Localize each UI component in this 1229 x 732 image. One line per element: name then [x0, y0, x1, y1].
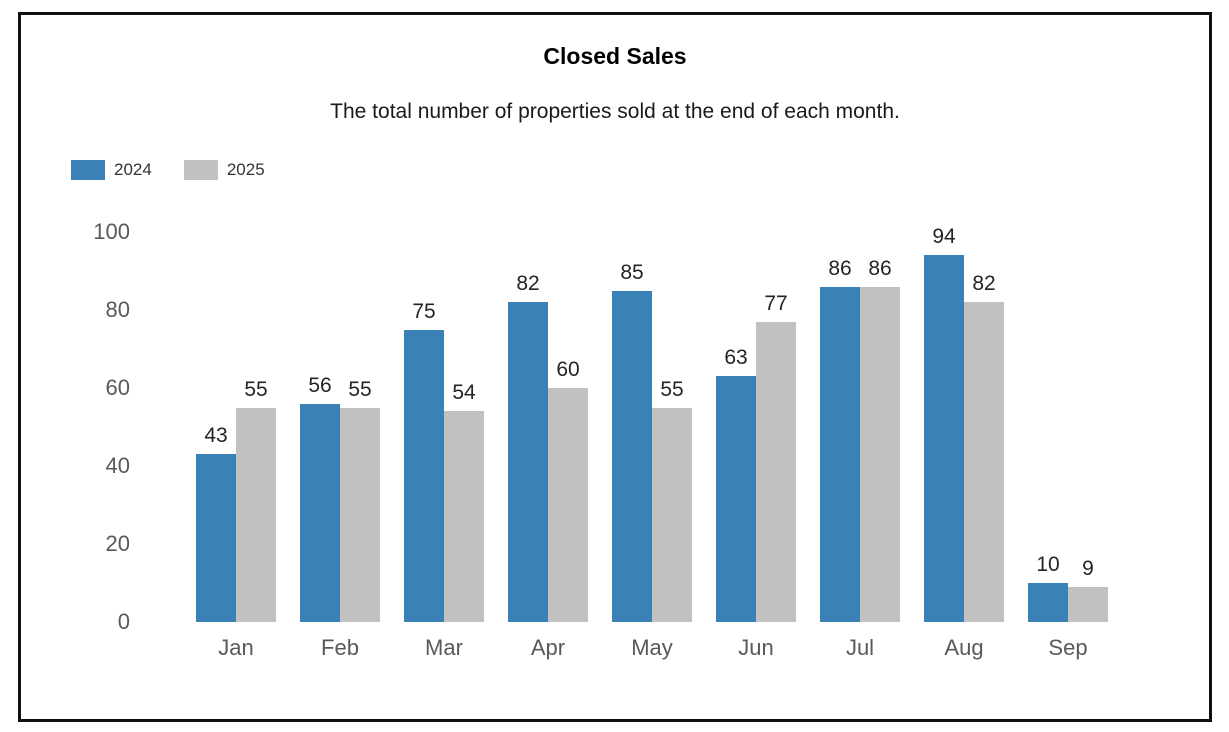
bar-value-2025-sep: 9: [1082, 556, 1094, 580]
legend-label-2024: 2024: [114, 160, 152, 179]
bar-group-mar: 75 54: [392, 300, 496, 622]
bar-2025-mar[interactable]: 54: [444, 381, 484, 622]
bar-value-2025-jan: 55: [244, 377, 268, 401]
x-tick-jun: Jun: [738, 635, 774, 660]
bar-value-2025-may: 55: [660, 377, 684, 401]
bar-2024-feb[interactable]: 56: [300, 374, 340, 622]
y-tick-20: 20: [105, 531, 130, 556]
y-tick-80: 80: [105, 297, 130, 322]
bar-2025-may[interactable]: 55: [652, 378, 692, 622]
x-tick-feb: Feb: [321, 635, 359, 660]
legend: 2024 2025: [71, 160, 1209, 180]
bar-value-2024-aug: 94: [932, 225, 956, 249]
bar-value-2024-mar: 75: [412, 299, 436, 323]
bar-value-2025-apr: 60: [556, 358, 580, 381]
bar-2024-mar[interactable]: 75: [404, 300, 444, 622]
chart-title: Closed Sales: [543, 43, 687, 69]
bar-2025-apr[interactable]: 60: [548, 358, 588, 622]
bar-2024-may[interactable]: 85: [612, 261, 652, 622]
bar-value-2024-sep: 10: [1036, 553, 1060, 576]
bar-value-2024-jul: 86: [828, 256, 852, 280]
bar-group-sep: 10 9: [1016, 553, 1120, 622]
bar-2025-jun[interactable]: 77: [756, 292, 796, 622]
x-tick-apr: Apr: [530, 635, 566, 660]
y-tick-100: 100: [93, 219, 130, 244]
bar-2024-sep[interactable]: 10: [1028, 553, 1068, 622]
bar-group-jul: 86 86: [808, 257, 912, 622]
bar-value-2024-jun: 63: [724, 346, 748, 370]
y-tick-40: 40: [105, 453, 130, 478]
bar-2024-aug[interactable]: 94: [924, 225, 964, 622]
bar-group-feb: 56 55: [288, 374, 392, 622]
x-axis: Jan Feb Mar Apr May Jun Jul Aug Sep: [184, 635, 1209, 661]
bar-value-2024-jan: 43: [204, 424, 228, 448]
bar-2024-apr[interactable]: 82: [508, 272, 548, 622]
bar-value-2025-jun: 77: [764, 291, 788, 315]
bar-2025-aug[interactable]: 82: [964, 272, 1004, 622]
bar-2025-jul[interactable]: 86: [860, 257, 900, 622]
bar-group-jan: 43 55: [184, 378, 288, 622]
bar-value-2025-aug: 82: [972, 272, 996, 296]
x-tick-jan: Jan: [218, 635, 254, 660]
legend-swatch-2025: [183, 160, 218, 180]
bar-value-2024-feb: 56: [308, 373, 332, 397]
y-axis: 0 20 40 60 80 100: [21, 219, 184, 634]
bar-value-2025-jul: 86: [868, 256, 892, 280]
bar-group-may: 85 55: [600, 261, 704, 622]
bar-group-jun: 63 77: [704, 292, 808, 622]
chart-subtitle: The total number of properties sold at t…: [330, 100, 900, 123]
legend-item-2024[interactable]: 2024: [71, 160, 152, 180]
bar-2025-sep[interactable]: 9: [1068, 557, 1108, 622]
bar-value-2024-apr: 82: [516, 272, 540, 296]
bar-value-2024-may: 85: [620, 260, 644, 284]
bar-2025-feb[interactable]: 55: [340, 378, 380, 622]
bar-value-2025-feb: 55: [348, 377, 372, 401]
bar-2025-jan[interactable]: 55: [236, 378, 276, 622]
x-tick-mar: Mar: [425, 635, 463, 660]
plot-area: 43 55 56 55 75 54 82 60 85 55 63 77 86 86 94 82 10 9: [184, 225, 1120, 622]
bar-value-2025-mar: 54: [452, 381, 476, 405]
y-tick-0: 0: [117, 609, 130, 634]
bar-2024-jan[interactable]: 43: [196, 424, 236, 622]
x-tick-sep: Sep: [1048, 635, 1088, 660]
legend-swatch-2024: [71, 160, 105, 180]
y-tick-60: 60: [105, 375, 130, 400]
x-tick-aug: Aug: [944, 635, 984, 660]
chart-frame: Closed Sales The total number of propert…: [18, 12, 1212, 722]
x-tick-may: May: [631, 635, 673, 660]
bar-group-apr: 82 60: [496, 272, 600, 622]
legend-label-2025: 2025: [226, 160, 265, 179]
bar-group-aug: 94 82: [912, 225, 1016, 622]
bar-2024-jun[interactable]: 63: [716, 346, 756, 622]
bar-2024-jul[interactable]: 86: [820, 257, 860, 622]
legend-item-2025[interactable]: 2025: [183, 160, 265, 180]
x-tick-jul: Jul: [845, 635, 875, 660]
chart-body: 0 20 40 60 80 100 43 55 56 55 75 54 82 60 85 55 63 77 86 8…: [21, 219, 1209, 634]
